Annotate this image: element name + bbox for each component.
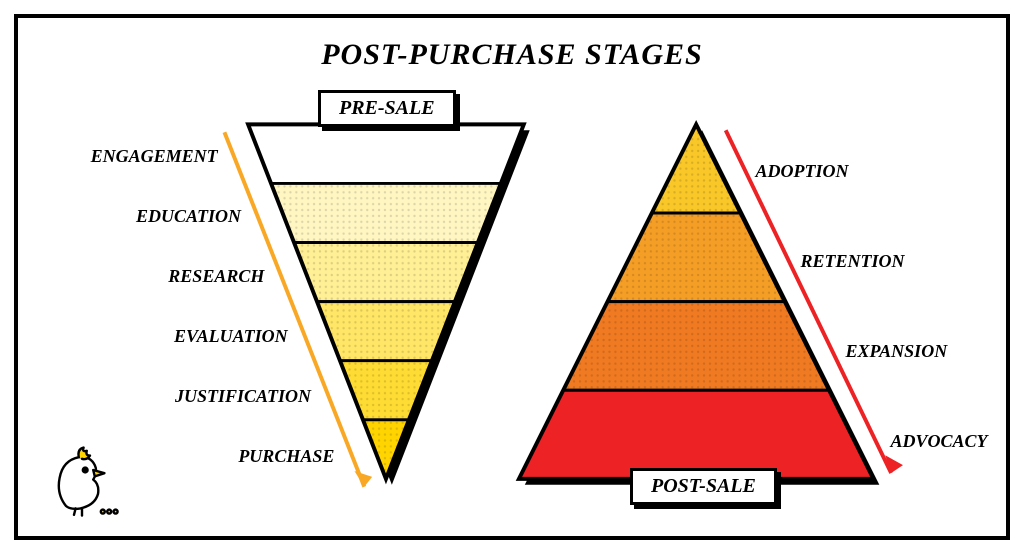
right-stage-label: ADOPTION — [756, 161, 849, 182]
left-stage-label: PURCHASE — [238, 446, 334, 467]
left-stage-label: EDUCATION — [136, 206, 241, 227]
diagram-frame: POST-PURCHASE STAGES PRE-SALE POST-SALE … — [14, 14, 1010, 540]
left-stage-label: EVALUATION — [174, 326, 288, 347]
mascot-bird-icon — [42, 438, 122, 518]
right-stage-label: EXPANSION — [846, 341, 948, 362]
right-stage-label: RETENTION — [801, 251, 905, 272]
pre-sale-header: PRE-SALE — [318, 90, 456, 127]
left-stage-label: JUSTIFICATION — [175, 386, 311, 407]
left-stage-label: RESEARCH — [168, 266, 264, 287]
right-stage-label: ADVOCACY — [891, 431, 988, 452]
left-stage-label: ENGAGEMENT — [91, 146, 218, 167]
funnel-diagram — [18, 18, 1006, 536]
post-sale-header: POST-SALE — [630, 468, 777, 505]
